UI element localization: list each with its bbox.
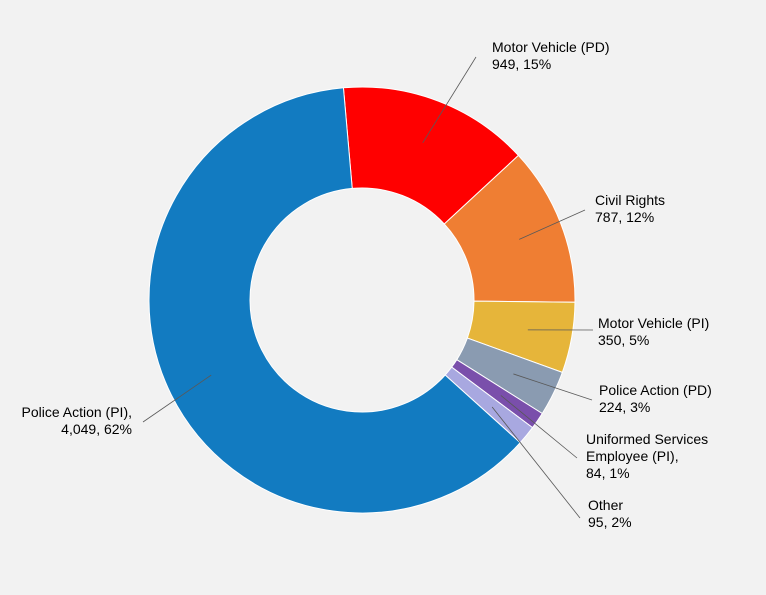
leader-line-police-action-pi xyxy=(142,374,212,423)
leader-line-police-action-pd xyxy=(513,373,593,401)
data-label-police-action-pi: Police Action (PI), 4,049, 62% xyxy=(22,404,133,437)
leader-line-uniformed-services-employee-pi xyxy=(500,395,578,459)
data-label-motor-vehicle-pi: Motor Vehicle (PI) 350, 5% xyxy=(598,315,709,348)
leader-line-other xyxy=(491,406,581,519)
data-label-motor-vehicle-pd: Motor Vehicle (PD) 949, 15% xyxy=(492,39,609,72)
data-label-police-action-pd: Police Action (PD) 224, 3% xyxy=(599,382,712,415)
data-label-civil-rights: Civil Rights 787, 12% xyxy=(595,192,665,225)
slice-police-action-pi xyxy=(148,87,521,514)
data-labels-group: Motor Vehicle (PD) 949, 15% Civil Rights 78… xyxy=(22,39,712,530)
data-label-other: Other 95, 2% xyxy=(588,497,632,530)
leader-line-motor-vehicle-pd xyxy=(422,56,477,144)
leader-line-civil-rights xyxy=(519,209,586,240)
leader-lines-group xyxy=(142,56,594,519)
data-label-uniformed-services-employee-pi: Uniformed Services Employee (PI), 84, 1% xyxy=(586,431,708,481)
slices-group xyxy=(148,86,576,514)
